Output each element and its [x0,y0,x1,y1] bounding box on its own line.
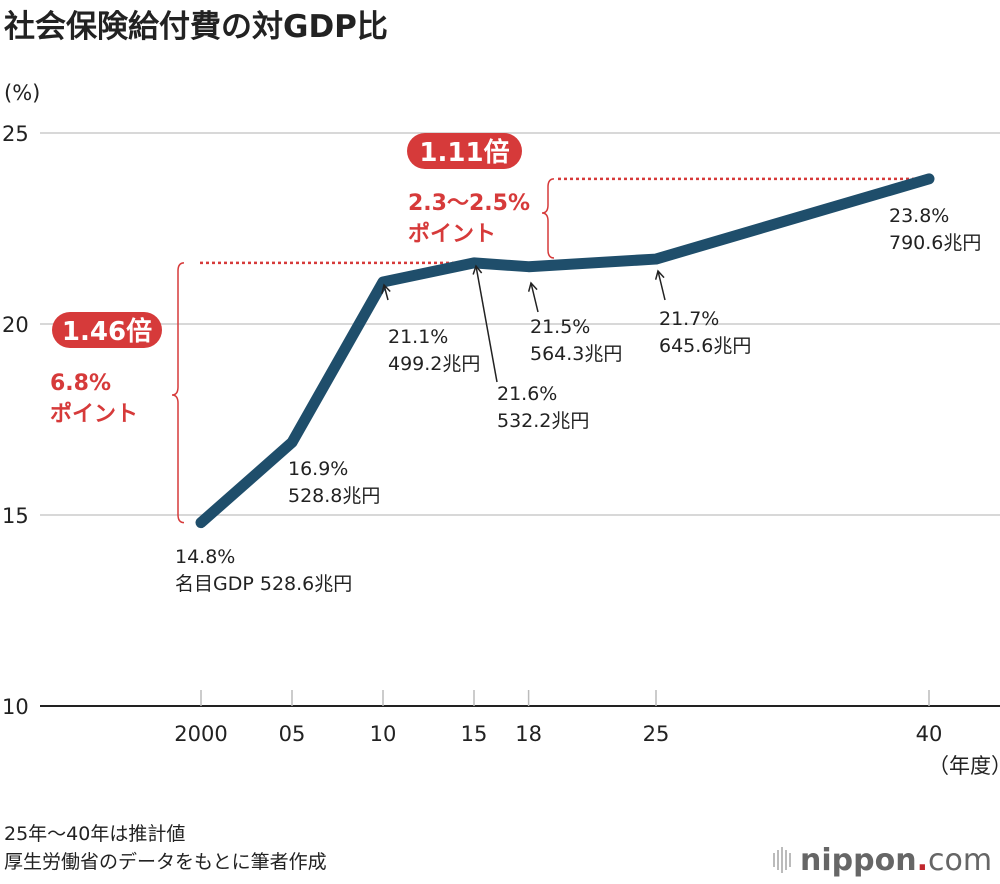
data-label-pct: 21.5% [530,316,590,338]
y-axis-label: (%) [4,81,40,105]
data-label-gdp: 499.2兆円 [388,353,480,375]
increase-points: 6.8% [50,371,111,396]
data-label-pct: 21.1% [388,326,448,348]
data-label-pct: 14.8% [175,546,235,568]
x-tick-label: 2000 [174,722,227,746]
chart-title: 社会保険給付費の対GDP比 [4,9,388,45]
data-label-gdp: 564.3兆円 [530,343,622,365]
increase-points: 2.3〜2.5% [408,191,530,216]
nippon-logo: nippon.com [773,843,992,878]
ratio-badge-text: 1.11倍 [419,137,509,168]
arrowhead-icon [527,281,538,292]
series-line [195,173,935,529]
note-source: 厚生労働省のデータをもとに筆者作成 [4,851,327,873]
note-estimate: 25年〜40年は推計値 [4,823,185,845]
x-tick-label: 15 [461,722,488,746]
svg-text:nippon.com: nippon.com [800,843,992,878]
y-tick-label: 20 [2,313,29,337]
data-label-pct: 21.7% [659,308,719,330]
x-tick-label: 18 [515,722,542,746]
y-tick-label: 25 [2,122,29,146]
x-tick-label: 05 [279,722,306,746]
y-tick-label: 10 [2,695,29,719]
data-label-gdp: 790.6兆円 [889,232,981,254]
ratio-badge [407,133,522,169]
label-arrow [530,282,539,313]
x-axis-label: （年度） [928,754,1000,778]
x-tick-label: 10 [370,722,397,746]
data-label-pct: 21.6% [497,383,557,405]
increase-points-unit: ポイント [50,401,138,427]
data-label-pct: 23.8% [889,205,949,227]
x-tick-label: 40 [916,722,943,746]
ratio-badge-text: 1.46倍 [62,316,152,347]
label-arrow [383,284,389,301]
arrowhead-icon [472,264,483,275]
logo-icon [773,847,791,873]
data-label-gdp: 532.2兆円 [497,410,589,432]
arrowhead-icon [381,283,391,294]
data-label-gdp: 名目GDP 528.6兆円 [175,573,352,595]
y-tick-label: 15 [2,504,29,528]
label-arrow [657,270,666,301]
label-arrow [475,265,498,383]
bracket [541,178,555,259]
ratio-badge [52,312,162,348]
arrowhead-icon [654,269,665,280]
x-tick-label: 25 [643,722,670,746]
data-label-pct: 16.9% [288,458,348,480]
data-label-gdp: 528.8兆円 [288,485,380,507]
increase-points-unit: ポイント [408,221,496,247]
bracket [171,262,185,524]
data-label-gdp: 645.6兆円 [659,335,751,357]
